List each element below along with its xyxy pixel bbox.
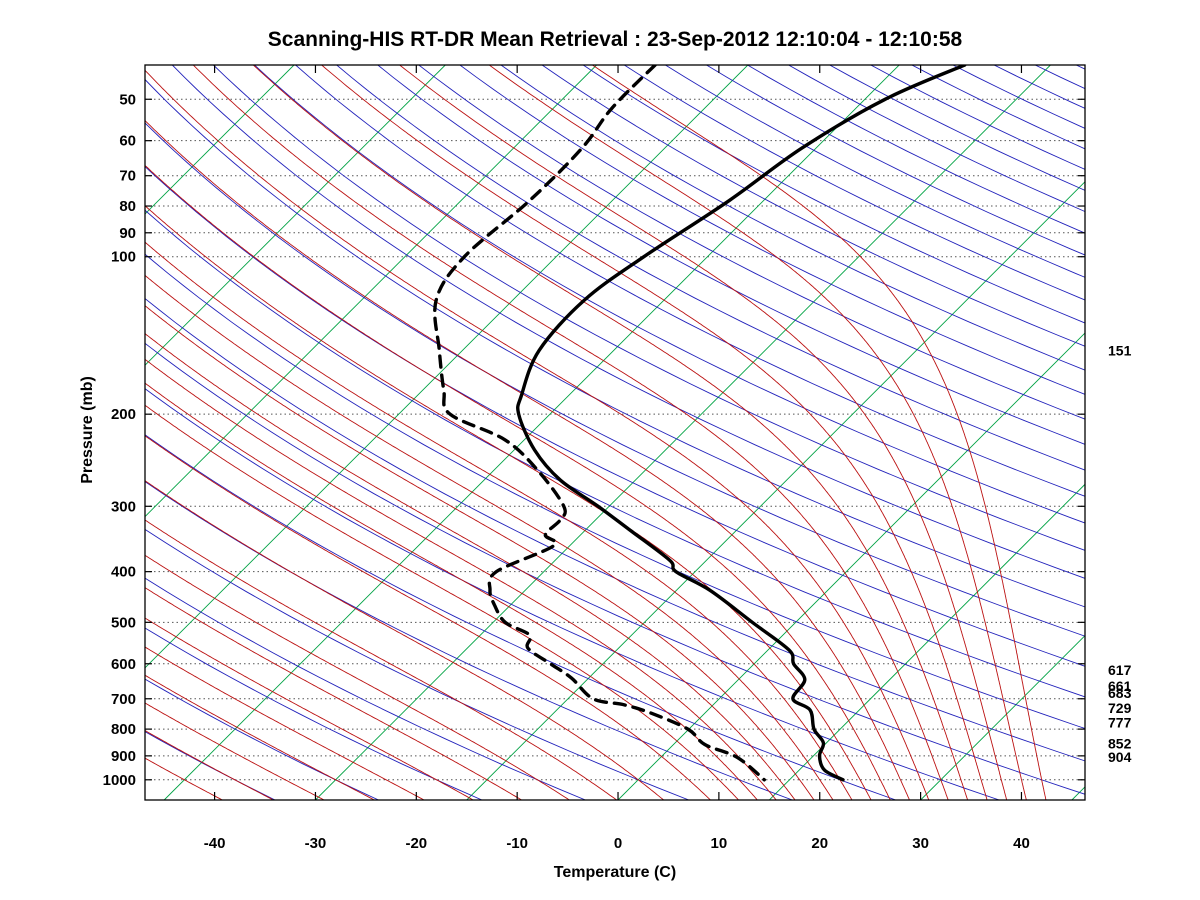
right-pressure-label: 661: [1108, 678, 1132, 694]
pressure-tick-label: 90: [119, 225, 136, 242]
sounding-curves: [433, 65, 967, 782]
axes: [144, 64, 1086, 801]
right-pressure-label: 683: [1108, 685, 1132, 701]
temperature-axis-label: Temperature (C): [553, 864, 677, 881]
pressure-tick-label: 100: [111, 249, 136, 266]
temperature-tick-label: 30: [912, 835, 929, 852]
temperature-curve: [516, 65, 967, 782]
tick-labels: 5060708090100200300400500600700800900100…: [103, 91, 1030, 852]
pressure-tick-label: 900: [111, 748, 136, 765]
right-pressure-label: 729: [1108, 700, 1132, 716]
pressure-tick-label: 200: [111, 406, 136, 423]
temperature-tick-label: 10: [711, 835, 728, 852]
moist-adiabat-lines: [145, 65, 1047, 800]
pressure-tick-label: 80: [119, 198, 136, 215]
pressure-gridlines: [145, 98, 1085, 781]
pressure-tick-label: 400: [111, 564, 136, 581]
chart-title: Scanning-HIS RT-DR Mean Retrieval : 23-S…: [267, 28, 963, 51]
temperature-tick-label: 20: [811, 835, 828, 852]
right-pressure-label: 151: [1108, 342, 1132, 358]
pressure-tick-label: 600: [111, 656, 136, 673]
pressure-tick-label: 300: [111, 498, 136, 515]
pressure-tick-label: 50: [119, 91, 136, 108]
right-pressure-label: 852: [1108, 735, 1132, 751]
temperature-tick-label: -10: [506, 835, 528, 852]
temperature-tick-label: 40: [1013, 835, 1030, 852]
pressure-tick-label: 800: [111, 721, 136, 738]
right-pressure-label: 617: [1108, 662, 1132, 678]
right-pressure-label: 904: [1108, 749, 1132, 765]
pressure-tick-label: 500: [111, 614, 136, 631]
temperature-tick-label: -30: [305, 835, 327, 852]
temperature-tick-label: 0: [614, 835, 622, 852]
temperature-tick-label: -40: [204, 835, 226, 852]
dewpoint-curve: [433, 65, 766, 782]
pressure-tick-label: 70: [119, 168, 136, 185]
temperature-tick-label: -20: [405, 835, 427, 852]
dry-adiabat-lines: [145, 65, 1085, 800]
pressure-tick-label: 700: [111, 691, 136, 708]
right-pressure-label: 777: [1108, 714, 1132, 730]
pressure-tick-label: 60: [119, 133, 136, 150]
pressure-tick-label: 1000: [103, 772, 136, 789]
